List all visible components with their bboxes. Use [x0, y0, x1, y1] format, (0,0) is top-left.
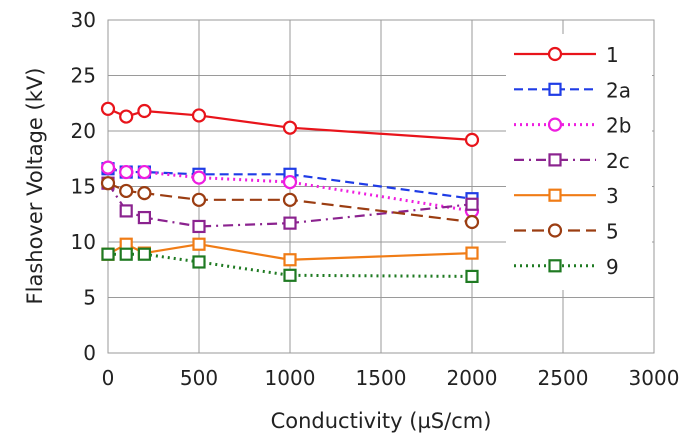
- legend-background: [506, 34, 652, 290]
- y-tick-label: 25: [71, 64, 96, 88]
- data-point: [119, 164, 134, 180]
- legend-entry: 3: [514, 184, 619, 208]
- y-tick-label: 15: [71, 175, 96, 199]
- x-tick-label: 1500: [356, 366, 407, 390]
- data-point: [464, 132, 480, 147]
- series-1: [100, 101, 480, 147]
- data-point: [137, 103, 152, 119]
- series-line: [107, 182, 473, 224]
- data-point: [100, 176, 116, 191]
- data-point: [283, 253, 297, 267]
- x-tick-label: 2000: [447, 366, 498, 390]
- x-tick-label: 2500: [538, 366, 589, 390]
- legend-entry: 2a: [514, 78, 631, 102]
- x-tick-label: 1000: [265, 366, 316, 390]
- x-tick-label: 3000: [629, 366, 680, 390]
- data-point: [283, 216, 297, 230]
- data-point: [137, 186, 152, 201]
- legend-entry: 1: [514, 43, 619, 67]
- series-5: [100, 176, 480, 230]
- series-2b: [100, 160, 480, 219]
- data-point: [191, 192, 207, 207]
- legend-marker: [547, 46, 563, 62]
- y-tick-label: 20: [71, 119, 96, 143]
- y-tick-label: 0: [83, 341, 96, 365]
- data-point: [119, 109, 134, 124]
- x-tick-label: 500: [180, 366, 218, 390]
- legend: 1 2a 2b 2c 3 5 9: [506, 34, 652, 290]
- legend-label: 1: [606, 43, 619, 67]
- data-point: [465, 269, 479, 284]
- series-2c: [101, 176, 479, 234]
- y-tick-label: 10: [71, 230, 96, 254]
- data-point: [192, 219, 206, 234]
- data-point: [465, 197, 479, 211]
- legend-label: 3: [606, 184, 619, 208]
- data-point: [191, 108, 207, 123]
- legend-label: 5: [606, 220, 619, 244]
- data-point: [137, 164, 152, 180]
- legend-label: 2c: [606, 149, 630, 173]
- legend-marker: [548, 259, 562, 273]
- legend-label: 9: [606, 255, 619, 279]
- data-point: [101, 247, 115, 261]
- data-point: [283, 268, 297, 282]
- legend-marker: [548, 188, 562, 202]
- x-tick-label: 0: [102, 366, 115, 390]
- data-point: [192, 237, 206, 251]
- data-point: [119, 204, 133, 218]
- legend-label: 2b: [606, 114, 631, 138]
- data-point: [137, 210, 151, 225]
- legend-entry: 9: [514, 255, 619, 279]
- legend-label: 2a: [606, 78, 631, 102]
- x-axis-label: Conductivity (µS/cm): [271, 409, 492, 433]
- legend-marker: [548, 153, 562, 167]
- legend-entry: 5: [514, 220, 619, 244]
- series-9: [101, 247, 479, 284]
- y-axis-label: Flashover Voltage (kV): [23, 68, 47, 305]
- data-point: [282, 192, 298, 207]
- y-tick-label: 30: [71, 8, 96, 32]
- data-point: [192, 255, 206, 269]
- legend-entry: 2b: [514, 114, 631, 138]
- series-layer: [100, 101, 480, 284]
- data-point: [119, 247, 133, 261]
- data-point: [137, 247, 151, 261]
- data-point: [465, 246, 479, 260]
- data-point: [464, 214, 480, 230]
- legend-marker: [548, 82, 562, 96]
- data-point: [191, 170, 207, 185]
- y-tick-label: 5: [83, 286, 96, 310]
- data-point: [282, 120, 298, 135]
- data-point: [100, 160, 116, 175]
- legend-marker: [547, 223, 563, 238]
- data-point: [100, 101, 116, 116]
- legend-entry: 2c: [514, 149, 630, 173]
- data-point: [119, 183, 134, 199]
- data-point: [282, 174, 298, 190]
- legend-marker: [547, 117, 563, 132]
